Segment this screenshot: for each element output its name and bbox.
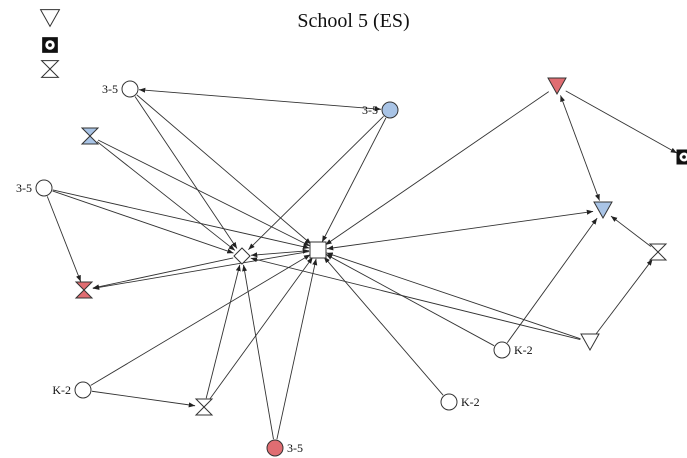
node-label: K-2 — [514, 343, 533, 357]
edge-n12-n6 — [250, 257, 581, 341]
edge-n8-n9 — [565, 90, 678, 154]
legend-hourglass-symbol — [40, 60, 60, 78]
edge-n15-n6 — [205, 264, 241, 399]
edge-n17-n7 — [276, 258, 318, 440]
edge-n13-n7 — [325, 253, 495, 347]
legend — [39, 9, 61, 78]
edge-n1-n2 — [138, 87, 382, 112]
node-n15 — [194, 398, 214, 416]
node-label: K-2 — [52, 383, 71, 397]
node-label: 3-5 — [362, 103, 378, 117]
node-n13: K-2 — [493, 341, 533, 359]
node-n12 — [580, 333, 600, 352]
node-n16: K-2 — [440, 393, 480, 411]
edge-n14-n7 — [90, 254, 311, 386]
edge-n2-n7 — [321, 117, 387, 243]
node-n14: K-2 — [52, 381, 92, 399]
node-label: 3-5 — [287, 441, 303, 455]
edge-n13-n10 — [506, 217, 598, 343]
edge-n2-n6 — [248, 116, 384, 250]
node-n5 — [74, 281, 94, 299]
edges — [46, 87, 678, 440]
node-n17: 3-5 — [266, 439, 303, 457]
node-n7 — [309, 241, 327, 259]
edge-n3-n7 — [97, 139, 311, 247]
edge-n12-n7 — [326, 252, 581, 340]
edge-n14-n15 — [91, 390, 196, 408]
edge-n1-n6 — [134, 96, 238, 249]
edge-n1-n7 — [136, 94, 312, 245]
edge-n17-n6 — [242, 264, 274, 440]
legend-triangle-down-symbol — [39, 9, 61, 28]
node-n6 — [233, 247, 251, 265]
edge-n15-n7 — [208, 257, 314, 400]
legend-target-square-symbol — [42, 37, 58, 53]
edge-n11-n10 — [610, 215, 652, 247]
edge-n4-n6 — [52, 190, 234, 254]
edge-n16-n7 — [323, 256, 444, 396]
edge-n3-n6 — [96, 141, 236, 251]
edge-n6-n5 — [92, 257, 234, 290]
node-n9 — [676, 149, 687, 165]
node-n11 — [648, 243, 668, 261]
nodes: 3-5 3-5 3-5 K-2 K-2 K-2 3-5 — [16, 77, 687, 457]
node-n10 — [593, 201, 613, 220]
node-label: 3-5 — [102, 82, 118, 96]
edge-n4-n7 — [52, 189, 310, 250]
diagram-title: School 5 (ES) — [297, 10, 410, 32]
node-n2: 3-5 — [362, 101, 399, 119]
edge-n12-n11 — [595, 258, 653, 335]
edge-n7-n6 — [250, 248, 310, 258]
edge-n7-n5 — [92, 251, 310, 290]
edge-n4-n5 — [46, 196, 82, 282]
node-label: K-2 — [461, 395, 480, 409]
node-n3 — [80, 127, 100, 145]
node-n1: 3-5 — [102, 80, 139, 98]
node-n8 — [547, 77, 567, 96]
node-label: 3-5 — [16, 181, 32, 195]
node-n4: 3-5 — [16, 179, 53, 197]
edge-n10-n7 — [326, 209, 594, 251]
edge-n8-n10 — [560, 95, 600, 201]
